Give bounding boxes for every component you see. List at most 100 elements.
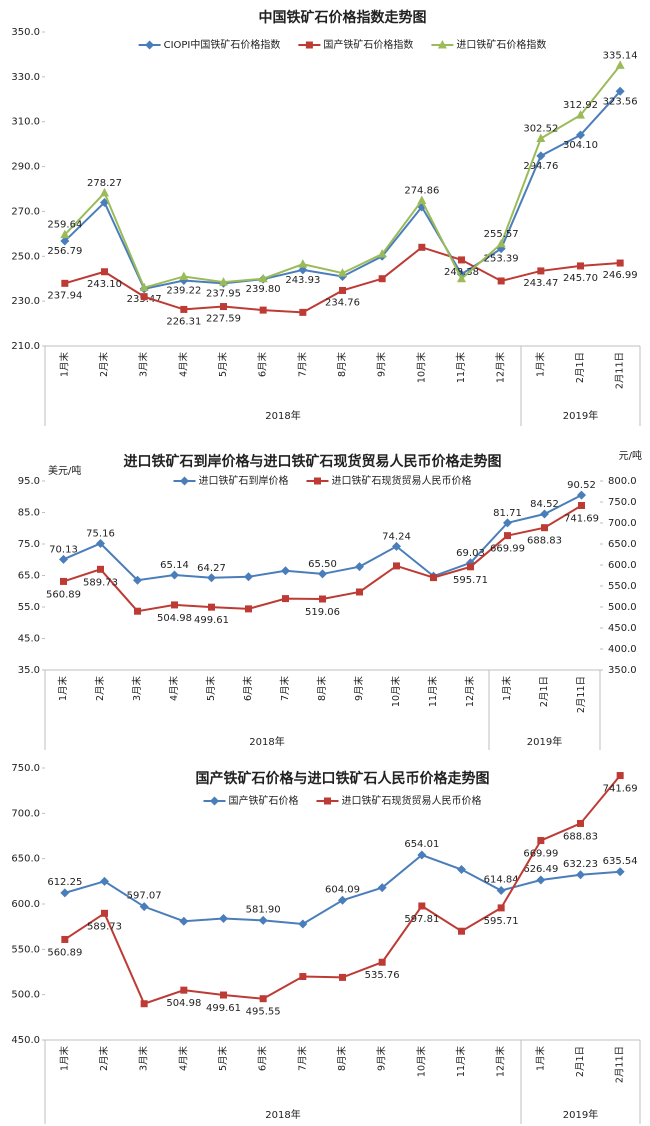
y2-tick-label: 700.0 <box>608 518 637 529</box>
data-label: 84.52 <box>530 499 559 510</box>
data-label: 589.73 <box>83 577 118 588</box>
data-label: 504.98 <box>166 998 201 1009</box>
group-label: 2018年 <box>265 1108 300 1121</box>
data-label: 597.07 <box>127 891 162 902</box>
y-axis-label: 美元/吨 <box>48 464 81 477</box>
x-tick-label: 4月末 <box>177 352 189 378</box>
y2-tick-label: 650.0 <box>608 539 637 550</box>
data-point <box>299 308 307 316</box>
data-point <box>97 565 104 573</box>
x-tick-label: 9月末 <box>376 1046 388 1072</box>
legend-label: 国产铁矿石价格指数 <box>323 38 413 51</box>
x-tick-label: 8月末 <box>336 352 348 378</box>
data-point <box>378 275 386 283</box>
data-label: 560.89 <box>46 589 81 600</box>
data-label: 226.31 <box>166 316 201 327</box>
data-point <box>536 151 546 161</box>
data-point <box>457 273 466 283</box>
data-label: 70.13 <box>49 544 78 555</box>
data-point <box>101 268 108 276</box>
legend-marker <box>314 477 321 485</box>
data-label: 69.03 <box>456 548 485 559</box>
data-point <box>457 865 466 875</box>
data-label: 669.99 <box>523 849 558 860</box>
x-tick-label: 7月末 <box>279 676 291 702</box>
y2-tick-label: 550.0 <box>608 581 637 592</box>
x-tick-label: 2月11日 <box>615 352 626 389</box>
data-point <box>133 575 142 585</box>
data-label: 581.90 <box>246 904 281 915</box>
data-point <box>139 902 149 912</box>
data-point <box>615 86 625 96</box>
data-point <box>339 286 346 294</box>
data-label: 259.64 <box>47 220 82 231</box>
x-tick-label: 9月末 <box>376 352 388 378</box>
legend-marker <box>145 40 155 50</box>
data-point <box>245 605 252 613</box>
x-tick-label: 11月末 <box>427 676 439 708</box>
data-label: 335.14 <box>603 50 638 61</box>
data-label: 741.69 <box>603 784 638 795</box>
x-tick-label: 1月末 <box>58 1046 70 1072</box>
data-point <box>139 282 149 292</box>
y-tick-label: 700.0 <box>11 808 40 819</box>
data-point <box>258 273 268 283</box>
data-point <box>503 518 512 528</box>
data-label: 75.16 <box>86 528 115 539</box>
data-point <box>244 572 253 582</box>
y-tick-label: 85.0 <box>18 508 40 519</box>
data-label: 237.95 <box>206 288 241 299</box>
y2-tick-label: 800.0 <box>608 476 637 487</box>
data-label: 688.83 <box>563 831 598 842</box>
data-label: 595.71 <box>484 916 519 927</box>
y-tick-label: 45.0 <box>18 634 40 645</box>
x-tick-label: 8月末 <box>336 1046 348 1072</box>
y-tick-label: 250.0 <box>11 251 40 262</box>
x-tick-label: 2月1日 <box>575 1046 586 1077</box>
data-point <box>60 236 70 246</box>
data-point <box>298 265 308 275</box>
data-point <box>393 562 400 570</box>
y-tick-label: 270.0 <box>11 206 40 217</box>
group-label: 2019年 <box>563 1108 598 1121</box>
data-label: 632.23 <box>563 859 598 870</box>
data-label: 81.71 <box>493 508 522 519</box>
data-point <box>537 837 545 845</box>
data-point <box>576 110 585 119</box>
y-tick-label: 35.0 <box>18 665 40 676</box>
chart-title: 中国铁矿石价格指数走势图 <box>259 9 427 26</box>
data-point <box>540 509 549 519</box>
x-tick-label: 2月11日 <box>615 1046 626 1083</box>
data-point <box>497 904 505 912</box>
data-label: 597.81 <box>404 914 439 925</box>
data-label: 604.09 <box>325 884 360 895</box>
x-tick-label: 4月末 <box>177 1046 189 1072</box>
legend-label: CIOPI中国铁矿石价格指数 <box>164 38 281 51</box>
y-tick-label: 600.0 <box>11 899 40 910</box>
data-label: 654.01 <box>404 839 439 850</box>
legend-label: 进口铁矿石现货贸易人民币价格 <box>342 794 482 807</box>
data-point <box>140 1000 148 1008</box>
x-tick-label: 3月末 <box>138 352 150 378</box>
x-tick-label: 2月末 <box>98 1046 110 1072</box>
data-label: 499.61 <box>206 1003 241 1014</box>
data-point <box>577 490 586 500</box>
y-tick-label: 75.0 <box>18 539 40 550</box>
legend-label: 进口铁矿石价格指数 <box>456 38 546 51</box>
data-point <box>60 229 70 239</box>
data-label: 560.89 <box>47 947 82 958</box>
data-point <box>377 883 387 893</box>
data-label: 688.83 <box>527 536 562 547</box>
data-label: 248.38 <box>444 267 479 278</box>
data-point <box>298 259 308 268</box>
data-label: 614.84 <box>484 875 519 886</box>
series-line <box>64 64 621 289</box>
y2-axis-label: 元/吨 <box>619 449 642 462</box>
data-label: 243.10 <box>87 279 122 290</box>
data-point <box>615 867 625 877</box>
x-tick-label: 5月末 <box>205 676 217 702</box>
data-label: 669.99 <box>490 544 525 555</box>
data-point <box>578 501 585 509</box>
group-label: 2019年 <box>527 735 562 748</box>
data-label: 519.06 <box>305 607 340 618</box>
